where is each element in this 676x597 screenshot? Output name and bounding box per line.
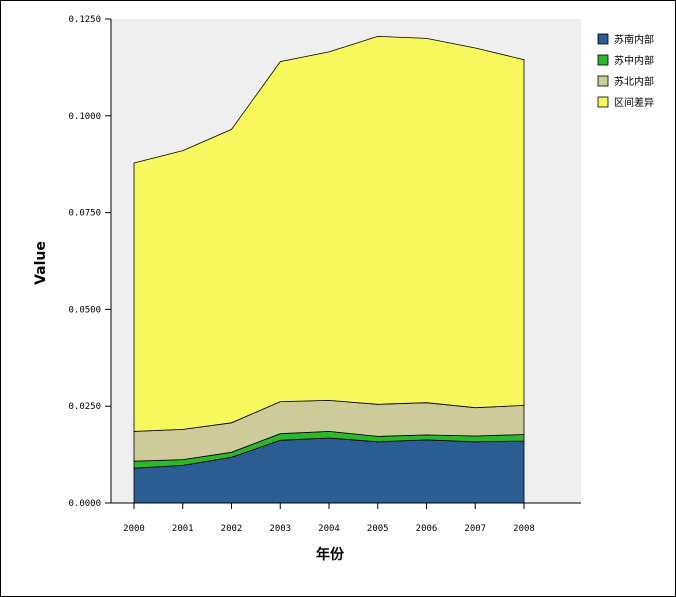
y-ticks: 0.0000 0.0250 0.0500 0.0750 0.1000 0.1250 (68, 15, 111, 509)
area-series-4 (133, 35, 525, 432)
x-axis-title: 年份 (316, 546, 345, 563)
legend-label: 苏南内部 (614, 33, 654, 46)
y-tick-label: 0.0750 (68, 209, 101, 219)
x-ticks: 2000 2001 2002 2003 2004 2005 2006 2007 2008 (123, 503, 535, 534)
x-tick-label: 2002 (221, 524, 243, 534)
x-tick-label: 2006 (416, 524, 438, 534)
x-tick-label: 2004 (318, 524, 340, 534)
legend-label: 苏中内部 (614, 54, 654, 67)
y-tick-label: 0.0500 (68, 305, 101, 315)
x-tick-label: 2001 (172, 524, 194, 534)
y-tick-label: 0.1250 (68, 15, 101, 25)
y-axis-title: Value (33, 241, 49, 285)
legend-label: 苏北内部 (614, 75, 654, 88)
legend-swatch (597, 54, 609, 66)
area-series-group (133, 35, 525, 504)
legend-label: 区间差异 (614, 96, 654, 109)
y-tick-label: 0.0250 (68, 402, 101, 412)
legend-swatch (597, 96, 609, 108)
y-tick-label: 0.1000 (68, 112, 101, 122)
x-tick-label: 2003 (269, 524, 291, 534)
x-tick-label: 2008 (513, 524, 535, 534)
x-tick-label: 2005 (367, 524, 389, 534)
x-tick-label: 2000 (123, 524, 145, 534)
x-tick-label: 2007 (464, 524, 486, 534)
legend-swatch (597, 75, 609, 87)
y-tick-label: 0.0000 (68, 499, 101, 509)
legend-swatch (597, 33, 609, 45)
